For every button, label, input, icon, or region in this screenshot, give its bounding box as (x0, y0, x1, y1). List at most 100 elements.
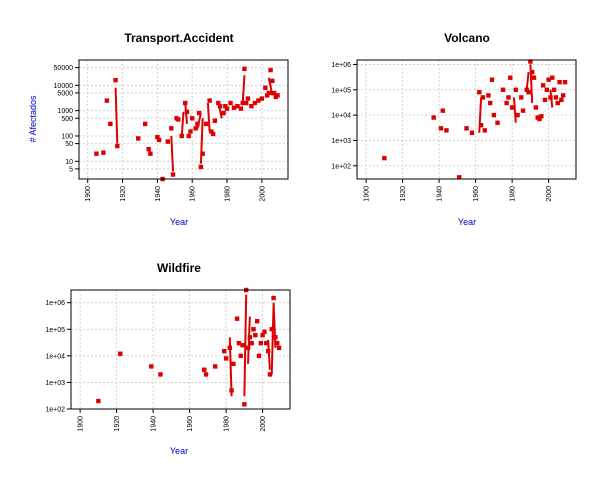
data-point (557, 79, 562, 85)
data-segment (180, 111, 185, 137)
data-point (269, 327, 274, 332)
x-tick-label: 1920 (400, 186, 407, 202)
data-point (249, 103, 254, 109)
data-point (94, 151, 99, 156)
data-segment (243, 294, 248, 397)
y-tick-label: 50000 (54, 65, 74, 72)
x-tick-label: 1960 (190, 186, 197, 202)
data-point (251, 327, 256, 332)
x-tick-label: 1900 (85, 186, 92, 202)
data-point (539, 114, 544, 119)
x-tick-label: 1980 (224, 416, 231, 432)
data-point (142, 121, 148, 127)
x-tick-label: 1900 (364, 186, 371, 202)
data-point (268, 67, 273, 73)
data-point (183, 100, 188, 106)
data-point (262, 329, 267, 335)
data-point (184, 109, 190, 115)
data-segment (206, 102, 211, 132)
data-point (555, 100, 560, 106)
data-point (464, 126, 469, 131)
data-point (457, 175, 462, 180)
data-point (486, 93, 491, 98)
data-point (477, 90, 482, 95)
data-point (553, 95, 559, 100)
data-point (155, 134, 160, 140)
data-point (113, 77, 118, 83)
data-point (504, 100, 509, 106)
y-tick-label: 1e+05 (45, 327, 65, 334)
data-point (267, 372, 273, 377)
data-point (108, 121, 113, 127)
plot-frame (70, 289, 291, 410)
x-tick-label: 1920 (114, 416, 121, 432)
data-point (242, 66, 247, 71)
data-point (240, 100, 245, 106)
data-point (431, 115, 436, 120)
plot-frame (356, 59, 577, 180)
data-point (228, 100, 233, 106)
data-point (528, 59, 533, 64)
x-tick-label: 1960 (473, 186, 480, 202)
y-tick-label: 1e+03 (331, 138, 351, 145)
data-point (489, 77, 495, 82)
data-point (488, 100, 493, 106)
data-point (231, 361, 236, 367)
data-point (193, 126, 198, 131)
data-point (203, 372, 209, 377)
data-point (196, 110, 202, 116)
data-point (266, 90, 272, 96)
data-point (271, 295, 276, 301)
y-tick-label: 1e+02 (331, 163, 351, 170)
chart-wildfire: Wildfire 1900 1920 1940 1960 1980 2000 1e+021… (45, 261, 291, 456)
data-segment (267, 77, 274, 96)
x-tick-label: 1960 (187, 416, 194, 432)
data-point (270, 78, 275, 84)
x-axis: 1900 1920 1940 1960 1980 2000 (85, 179, 266, 202)
chart-title: Volcano (444, 31, 490, 45)
data-point (444, 128, 449, 133)
data-point (259, 96, 265, 101)
data-point (216, 100, 221, 106)
data-point (548, 95, 553, 100)
data-point (240, 343, 245, 348)
data-point (202, 367, 207, 372)
data-point (264, 340, 269, 346)
data-point (271, 90, 277, 96)
data-point (273, 335, 278, 340)
x-tick-label: 1940 (437, 186, 444, 202)
y-tick-label: 1e+04 (331, 113, 351, 120)
data-point (104, 98, 110, 103)
data-point (533, 105, 539, 110)
data-point (210, 131, 216, 137)
y-tick-label: 1000 (57, 108, 73, 115)
data-point (222, 348, 227, 354)
x-axis-label: Year (458, 217, 476, 227)
y-tick-label: 50 (65, 141, 73, 148)
data-point (562, 79, 568, 85)
data-point (264, 93, 270, 98)
data-point (156, 137, 162, 143)
data-point (438, 126, 444, 131)
data-segment (272, 302, 277, 348)
data-point (229, 388, 234, 393)
data-segment (114, 87, 119, 144)
data-point (252, 100, 258, 106)
data-point (253, 332, 258, 338)
data-point (480, 95, 486, 100)
data-point (238, 106, 244, 111)
data-point (118, 351, 123, 356)
data-point (96, 398, 101, 404)
data-point (559, 97, 564, 103)
data-point (519, 95, 524, 100)
x-tick-label: 1940 (155, 186, 162, 202)
data-point (186, 133, 191, 139)
data-point (195, 121, 200, 127)
x-axis: 1900 1920 1940 1960 1980 2000 (78, 409, 267, 432)
data-point (223, 356, 229, 361)
chart-transport-accident: Transport.Accident 1900 1920 1940 1960 1980 2… (28, 31, 289, 227)
grid (357, 60, 576, 179)
data-point (176, 117, 181, 122)
data-point (524, 87, 529, 92)
